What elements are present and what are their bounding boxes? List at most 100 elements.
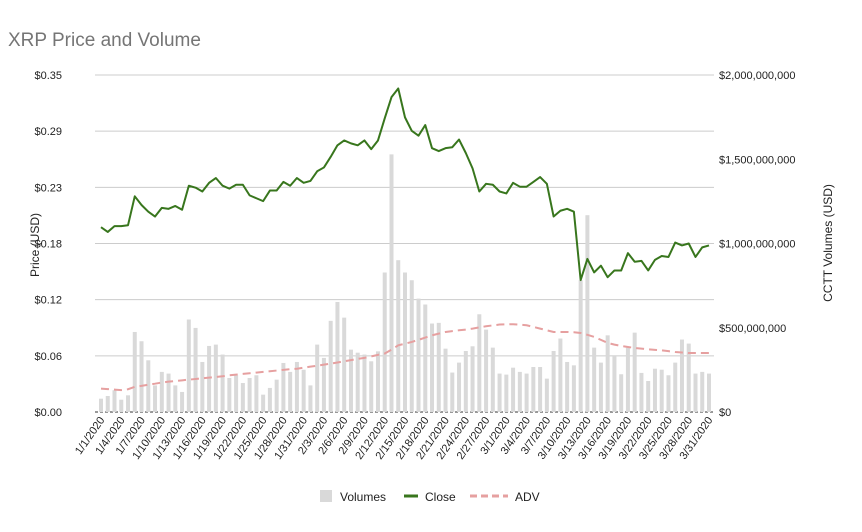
legend-item-volumes[interactable]: Volumes	[320, 490, 386, 504]
volume-bar	[321, 357, 326, 412]
volume-bar	[132, 331, 137, 412]
chart-title: XRP Price and Volume	[8, 30, 201, 51]
left-tick-label: $0.00	[34, 407, 62, 419]
volume-bar	[139, 341, 144, 412]
volume-bar	[308, 385, 313, 412]
volume-bar	[281, 362, 286, 412]
volume-bar	[463, 351, 468, 412]
volume-bar	[200, 361, 205, 412]
volume-bar	[497, 373, 502, 412]
close-line	[100, 87, 710, 282]
volume-bar	[315, 344, 320, 412]
volume-bar	[180, 391, 185, 412]
volume-bar	[173, 385, 178, 412]
volume-bar	[470, 346, 475, 412]
legend-label-close: Close	[425, 490, 456, 504]
volume-bar	[592, 347, 597, 412]
volume-bar	[524, 373, 529, 412]
volume-bar	[220, 354, 225, 412]
volume-bar	[551, 351, 556, 412]
left-tick-label: $0.12	[34, 295, 62, 307]
volume-bar	[538, 367, 543, 412]
volume-bar	[673, 362, 678, 412]
volume-bar	[693, 373, 698, 412]
left-tick-label: $0.29	[34, 126, 62, 138]
volume-bar	[632, 332, 637, 412]
volume-bar	[294, 361, 299, 412]
volume-bar	[700, 371, 705, 412]
volume-bar	[639, 372, 644, 412]
volume-bar	[707, 373, 711, 412]
legend-item-close[interactable]: Close	[404, 490, 456, 504]
volume-bar	[261, 394, 266, 412]
volume-bar	[443, 348, 448, 412]
volume-bar	[362, 354, 367, 412]
volume-bar	[159, 371, 164, 412]
legend-item-adv[interactable]: ADV	[470, 490, 540, 504]
volume-bar	[389, 154, 394, 412]
volume-bar	[240, 383, 245, 412]
right-tick-label: $2,000,000,000	[719, 70, 795, 82]
volume-bar	[193, 327, 198, 412]
volume-bar	[612, 356, 617, 412]
volume-bar	[375, 351, 380, 412]
volume-bar	[517, 371, 522, 412]
volume-bar	[288, 371, 293, 412]
volume-bar	[477, 314, 482, 412]
volume-bar	[578, 280, 583, 412]
left-tick-label: $0.06	[34, 351, 62, 363]
volume-bar	[666, 375, 671, 412]
volume-bar	[328, 320, 333, 412]
volume-bar	[423, 304, 428, 412]
left-axis-title: Price (USD)	[28, 213, 42, 277]
volume-bar	[619, 374, 624, 412]
legend-swatch-volumes	[320, 490, 332, 502]
volume-bar	[342, 317, 347, 412]
volume-bar	[382, 272, 387, 412]
volume-bar	[112, 390, 117, 412]
volume-bar	[652, 368, 657, 412]
volume-bar	[585, 215, 590, 412]
volume-bar	[679, 339, 684, 412]
volume-bar	[571, 365, 576, 412]
volume-bar	[105, 395, 110, 412]
volume-bar	[544, 378, 549, 412]
volume-bar	[153, 385, 158, 412]
volume-bar	[99, 398, 103, 412]
right-axis-ticks: $0 $500,000,000 $1,000,000,000 $1,500,000,0…	[719, 70, 795, 419]
volume-bar	[659, 369, 664, 412]
volume-bar	[625, 347, 630, 412]
volume-bar	[430, 323, 435, 412]
right-tick-label: $500,000,000	[719, 323, 786, 335]
volume-bar	[511, 367, 516, 412]
volume-bar	[436, 322, 441, 412]
volume-bar	[565, 361, 570, 412]
volume-bar	[274, 379, 279, 412]
volume-bar	[558, 338, 563, 412]
volume-bar	[355, 352, 360, 412]
volume-bar	[416, 298, 421, 412]
volume-bar	[213, 344, 218, 412]
volume-bar	[207, 345, 212, 412]
volume-bar	[484, 329, 489, 412]
x-axis-ticks: 1/1/20201/4/20201/7/20201/10/20201/13/20…	[73, 415, 715, 462]
volume-bar	[335, 301, 340, 412]
left-tick-label: $0.23	[34, 182, 62, 194]
legend-label-adv: ADV	[515, 490, 540, 504]
gridlines	[95, 74, 714, 413]
left-axis-ticks: $0.00 $0.06 $0.12 $0.18 $0.23 $0.29 $0.35	[34, 70, 62, 419]
volume-bar	[396, 260, 401, 412]
volume-bar	[531, 367, 536, 412]
volume-bar	[457, 362, 462, 412]
volume-bar	[267, 387, 272, 412]
volume-bar	[369, 361, 374, 412]
volume-bar	[598, 362, 603, 412]
volume-bar	[227, 377, 232, 412]
volume-bar	[301, 369, 306, 412]
volume-bar	[186, 319, 191, 412]
volume-bar	[403, 272, 407, 412]
legend: Volumes Close ADV	[320, 490, 540, 504]
right-tick-label: $0	[719, 407, 731, 419]
volume-bar	[504, 374, 509, 412]
